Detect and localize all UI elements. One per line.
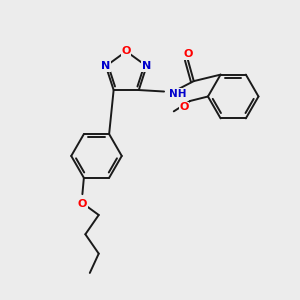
Text: NH: NH [169, 89, 187, 99]
Text: N: N [142, 61, 151, 71]
Text: N: N [101, 61, 110, 71]
Text: O: O [179, 102, 189, 112]
Text: O: O [78, 199, 87, 208]
Text: O: O [122, 46, 131, 56]
Text: O: O [183, 50, 193, 59]
